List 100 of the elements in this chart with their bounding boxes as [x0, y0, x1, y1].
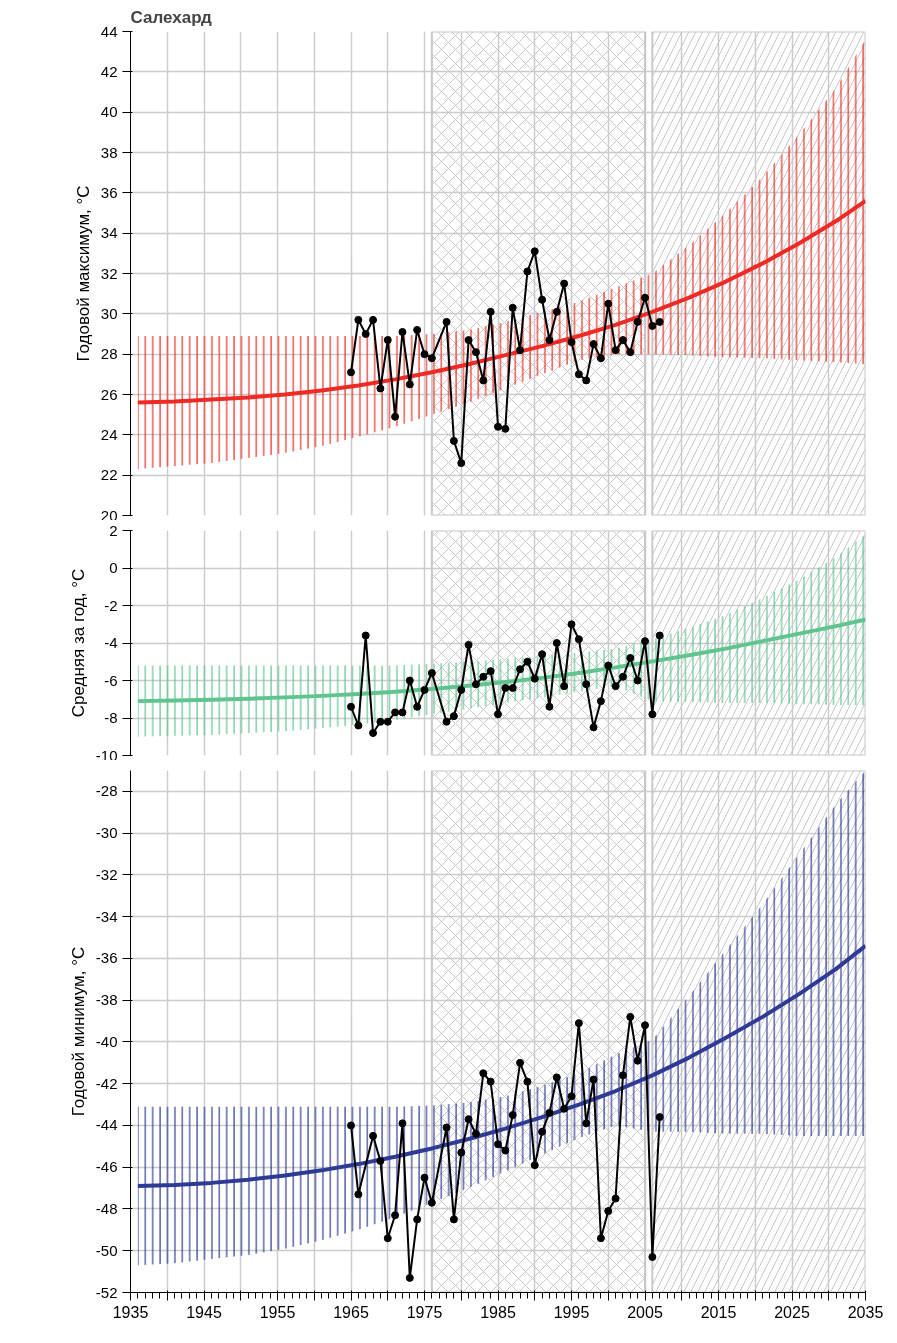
point: [398, 327, 407, 336]
point: [494, 422, 502, 431]
point: [369, 315, 378, 324]
point: [405, 1273, 414, 1282]
x-tick-label: 1975: [406, 1303, 443, 1321]
y-tick-label: 44: [100, 22, 118, 40]
y-tick-label: -2: [104, 596, 118, 614]
point: [611, 346, 620, 355]
point: [552, 307, 561, 316]
point: [457, 685, 466, 694]
x-tick-label: 1965: [333, 1303, 369, 1321]
y-tick-label: 26: [100, 385, 118, 403]
point: [530, 1161, 539, 1170]
point: [464, 640, 473, 649]
point: [354, 721, 363, 730]
point: [655, 1113, 664, 1122]
point: [405, 676, 414, 685]
point: [405, 380, 414, 389]
point: [567, 338, 576, 347]
point: [383, 336, 392, 345]
y-tick-label: -34: [95, 907, 118, 925]
point: [538, 295, 547, 304]
point: [347, 368, 355, 377]
y-tick-label: 42: [100, 62, 118, 80]
point: [589, 340, 598, 349]
point: [574, 635, 583, 644]
point: [516, 346, 525, 355]
point: [391, 708, 400, 717]
y-tick-label: 2: [109, 521, 118, 539]
point: [376, 717, 385, 726]
point: [427, 669, 436, 677]
point: [516, 1058, 525, 1067]
point: [626, 654, 635, 662]
y-tick-label: -4: [104, 634, 118, 651]
point: [457, 1148, 466, 1157]
point: [449, 1215, 458, 1224]
point: [479, 672, 488, 681]
point: [641, 1021, 649, 1030]
point: [596, 354, 605, 363]
point: [560, 682, 569, 691]
x-tick-label: 1945: [186, 1303, 222, 1321]
point: [391, 412, 400, 421]
point: [501, 684, 510, 692]
y-axis-title: Годовой максимум, °C: [73, 185, 93, 362]
y-tick-label: -48: [95, 1199, 118, 1217]
point: [523, 267, 532, 276]
x-tick-label: 1935: [112, 1303, 149, 1321]
point: [567, 1092, 576, 1101]
point: [486, 667, 495, 676]
point: [383, 717, 392, 726]
point: [442, 1123, 451, 1132]
line-series: [135, 617, 866, 704]
y-tick-label: 24: [100, 425, 118, 443]
point: [494, 1140, 502, 1149]
x-tick-label: 2025: [774, 1303, 810, 1321]
y-tick-label: -32: [95, 865, 118, 883]
line-series: [135, 943, 866, 1189]
y-tick-label: -44: [95, 1116, 118, 1134]
y-tick-label: -28: [95, 782, 118, 800]
point: [508, 303, 517, 312]
point: [398, 708, 407, 717]
point: [354, 315, 363, 324]
y-tick-label: -52: [95, 1283, 118, 1301]
point: [560, 1104, 569, 1113]
point: [494, 710, 502, 719]
x-tick-label: 2005: [627, 1303, 663, 1321]
point: [538, 650, 547, 659]
point: [413, 1215, 422, 1224]
y-tick-label: -6: [104, 671, 118, 689]
point: [589, 723, 598, 732]
point: [604, 661, 613, 670]
point: [471, 1129, 480, 1138]
point: [618, 336, 627, 345]
line-series: [135, 198, 866, 405]
y-axis-title: Средняя за год, °C: [68, 568, 88, 718]
point: [486, 307, 495, 316]
point: [420, 1173, 429, 1182]
y-tick-label: 36: [100, 183, 118, 201]
chart-title: Салехард: [130, 7, 213, 27]
point: [354, 1190, 363, 1199]
point: [618, 672, 627, 681]
point: [538, 1127, 547, 1136]
point: [552, 1073, 561, 1082]
point: [589, 1075, 598, 1084]
point: [347, 702, 355, 711]
point: [449, 712, 458, 721]
point: [369, 1131, 378, 1140]
point: [369, 729, 378, 737]
y-tick-label: 30: [100, 304, 118, 322]
point: [427, 1198, 436, 1207]
point: [376, 384, 385, 393]
point: [641, 293, 649, 302]
point: [655, 631, 664, 640]
x-tick-label: 1995: [553, 1303, 590, 1321]
point: [552, 639, 561, 647]
point: [479, 1069, 488, 1078]
y-tick-label: 34: [100, 224, 118, 242]
point: [398, 1119, 407, 1128]
point: [545, 336, 554, 345]
point: [560, 279, 569, 288]
